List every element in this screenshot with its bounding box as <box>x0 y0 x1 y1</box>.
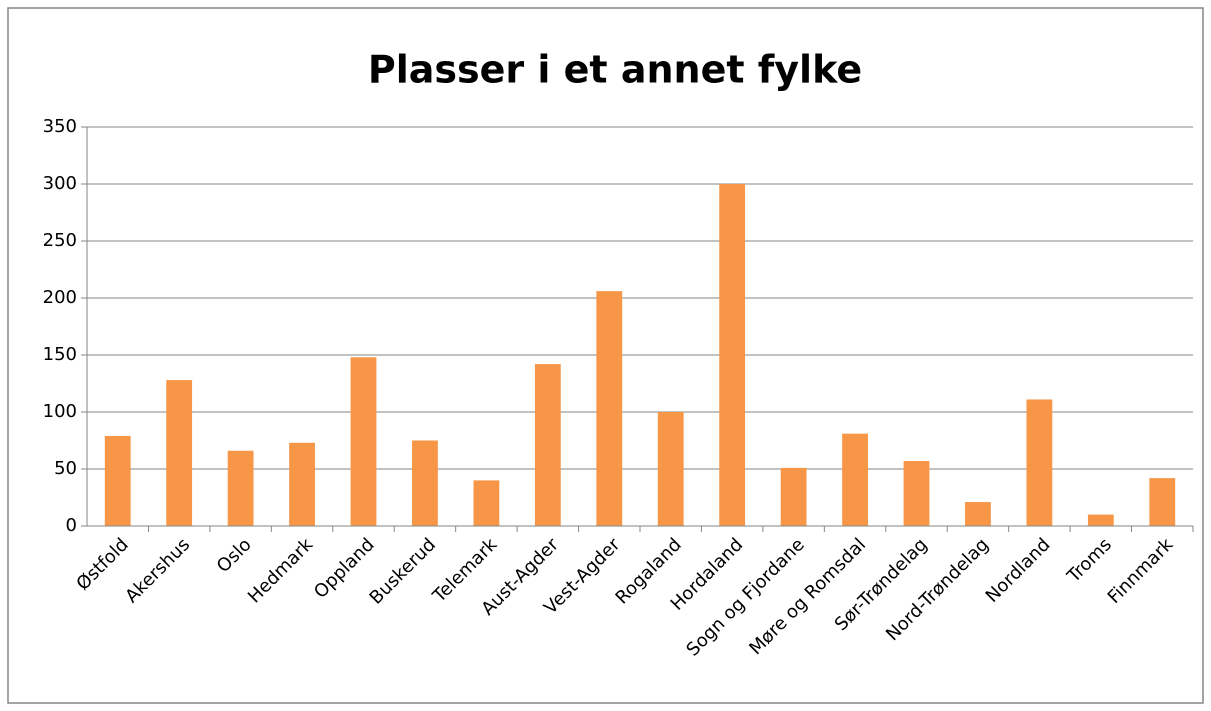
bar <box>534 364 561 526</box>
bar <box>719 184 746 526</box>
chart-title: Plasser i et annet fylke <box>368 48 862 92</box>
bar <box>104 435 131 526</box>
y-tick-label: 50 <box>54 458 77 479</box>
y-tick-label: 0 <box>66 515 77 536</box>
bar <box>842 433 868 526</box>
y-tick-label: 350 <box>43 116 77 137</box>
bar <box>965 502 991 526</box>
y-tick-label: 200 <box>43 287 77 308</box>
y-tick-label: 100 <box>43 401 77 422</box>
y-tick-label: 300 <box>43 173 77 194</box>
bar <box>289 442 315 526</box>
bar <box>903 461 930 526</box>
bar <box>780 467 807 526</box>
bar <box>657 412 684 526</box>
bar <box>1026 399 1053 526</box>
bar <box>227 450 254 526</box>
bar <box>473 480 500 526</box>
bar <box>1087 514 1114 526</box>
bar <box>350 357 377 526</box>
y-tick-label: 250 <box>43 230 77 251</box>
bar <box>1149 478 1176 526</box>
bar <box>596 291 623 526</box>
bar <box>166 380 193 526</box>
bar <box>412 440 438 526</box>
y-tick-label: 150 <box>43 344 77 365</box>
